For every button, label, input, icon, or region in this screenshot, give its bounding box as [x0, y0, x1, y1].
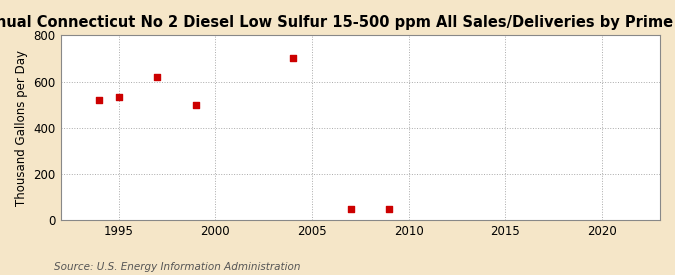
Point — [190, 102, 201, 107]
Y-axis label: Thousand Gallons per Day: Thousand Gallons per Day — [15, 50, 28, 206]
Point — [152, 75, 163, 79]
Point — [94, 98, 105, 102]
Text: Source: U.S. Energy Information Administration: Source: U.S. Energy Information Administ… — [54, 262, 300, 272]
Title: Annual Connecticut No 2 Diesel Low Sulfur 15-500 ppm All Sales/Deliveries by Pri: Annual Connecticut No 2 Diesel Low Sulfu… — [0, 15, 675, 30]
Point — [113, 94, 124, 99]
Point — [384, 207, 395, 211]
Point — [346, 207, 356, 211]
Point — [288, 56, 298, 60]
